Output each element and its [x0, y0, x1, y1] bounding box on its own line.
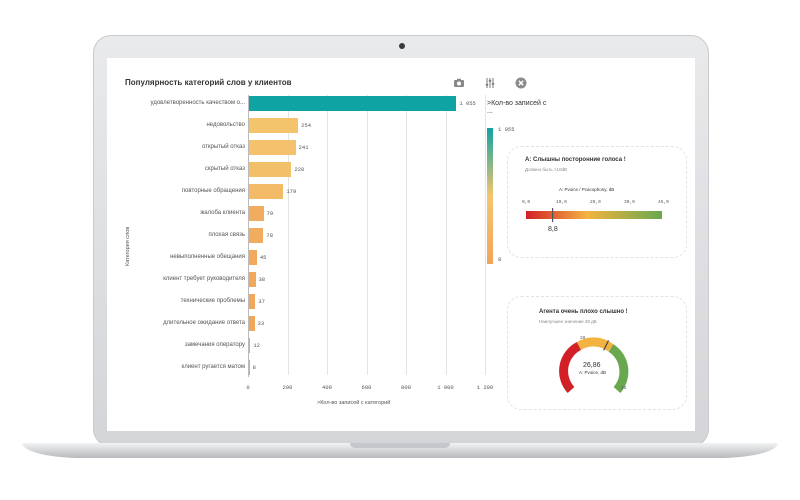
bar[interactable]: [248, 272, 256, 287]
sliders-icon[interactable]: [484, 77, 496, 89]
laptop-base: [22, 443, 778, 458]
kpi2-target: 28: [580, 336, 586, 341]
kpi1-linear-gauge: [526, 208, 662, 222]
category-label: клиент ругается матом: [181, 364, 245, 370]
y-axis-title: Категория слов: [125, 226, 131, 266]
value-label: 1 055: [459, 100, 476, 107]
gridline: [366, 95, 368, 375]
gridline: [406, 95, 407, 375]
kpi2-min: 0: [565, 386, 568, 391]
gridline: [485, 95, 486, 375]
category-label: повторные обращения: [181, 188, 245, 194]
x-tick-label: 1 200: [476, 384, 494, 391]
kpi1-tick-label: 0,0: [522, 200, 531, 205]
bar[interactable]: [248, 162, 292, 177]
gridline: [445, 95, 447, 375]
laptop-notch: [350, 443, 450, 448]
value-label: 12: [253, 342, 260, 349]
kpi2-max: 45: [621, 386, 627, 391]
bar[interactable]: [248, 206, 264, 221]
bar[interactable]: [248, 184, 284, 199]
category-label: замечания оператору: [184, 342, 245, 348]
legend-min: 8: [498, 256, 502, 263]
kpi1-tick-label: 45,0: [658, 200, 669, 205]
kpi1-title: А: Слышны посторонние голоса !: [525, 157, 626, 163]
value-label: 38: [258, 276, 266, 283]
category-label: удовлетворенность качеством о...: [150, 100, 245, 106]
category-label: технические проблемы: [180, 298, 245, 304]
x-tick-label: 0: [246, 384, 250, 391]
value-label: 79: [266, 210, 274, 217]
bar[interactable]: [248, 250, 257, 265]
kpi1-scale-label: А: Pvoice / Pcacophony, dB: [559, 187, 615, 192]
kpi2-subtitle: Наилучшее значение 28 дБ: [539, 319, 597, 324]
kpi-panel-voices: [507, 146, 687, 258]
category-label: невыполненные обещания: [170, 254, 245, 260]
category-label: клиент требует руководителя: [163, 276, 245, 282]
kpi2-unit: А: Pvoice, dB: [579, 370, 607, 375]
value-label: 8: [252, 364, 256, 371]
value-label: 241: [298, 144, 309, 151]
category-label: жалоба клиента: [200, 210, 245, 216]
bar[interactable]: [248, 118, 299, 133]
close-icon[interactable]: [515, 77, 527, 89]
x-tick-label: 800: [401, 384, 411, 391]
gridline: [327, 95, 328, 375]
kpi1-subtitle: Должно быть >10dB: [525, 167, 567, 172]
bar[interactable]: [248, 96, 457, 111]
x-tick-label: 400: [322, 384, 332, 391]
x-tick-label: 600: [361, 384, 372, 391]
category-label: плохая связь: [208, 232, 245, 238]
kpi1-tick-label: 30,0: [624, 200, 635, 205]
value-label: 37: [258, 298, 265, 305]
value-label: 78: [266, 232, 273, 239]
legend-gradient: [487, 128, 493, 264]
bar[interactable]: [248, 316, 255, 331]
category-label: скрытый отказ: [204, 166, 245, 172]
x-tick-label: 200: [282, 384, 293, 391]
x-tick-label: 1 000: [437, 384, 454, 391]
category-label: длительное ожидание ответа: [163, 320, 245, 326]
kpi-panel-agent: [507, 296, 687, 410]
value-label: 220: [294, 166, 305, 173]
value-label: 254: [301, 122, 312, 129]
legend-title: >Кол-во записей с ...: [487, 100, 547, 115]
webcam: [399, 43, 405, 49]
bar[interactable]: [248, 228, 264, 243]
legend-max: 1 055: [498, 126, 515, 133]
kpi1-tick-label: 10,0: [556, 200, 567, 205]
kpi1-tick-label: 20,0: [590, 200, 601, 205]
bar[interactable]: [248, 338, 251, 353]
value-label: 33: [257, 320, 265, 327]
value-label: 179: [286, 188, 297, 195]
bar[interactable]: [248, 294, 256, 309]
screen: Популярность категорий слов у клиентов 0…: [107, 58, 695, 431]
chart-title: Популярность категорий слов у клиентов: [125, 78, 292, 87]
camera-icon[interactable]: [453, 77, 465, 89]
value-label: 45: [259, 254, 267, 261]
kpi1-value: 8,8: [548, 226, 558, 233]
category-label: недовольство: [206, 122, 245, 128]
kpi2-title: Агента очень плохо слышно !: [539, 309, 628, 315]
x-axis-title: >Кол-во записей с категорий: [317, 400, 391, 406]
kpi2-value: 26,86: [583, 362, 601, 369]
gridline: [287, 95, 289, 375]
y-axis-line: [248, 95, 249, 377]
kpi2-radial-gauge: [559, 337, 629, 394]
bar[interactable]: [248, 140, 296, 155]
category-label: открытый отказ: [201, 144, 245, 150]
